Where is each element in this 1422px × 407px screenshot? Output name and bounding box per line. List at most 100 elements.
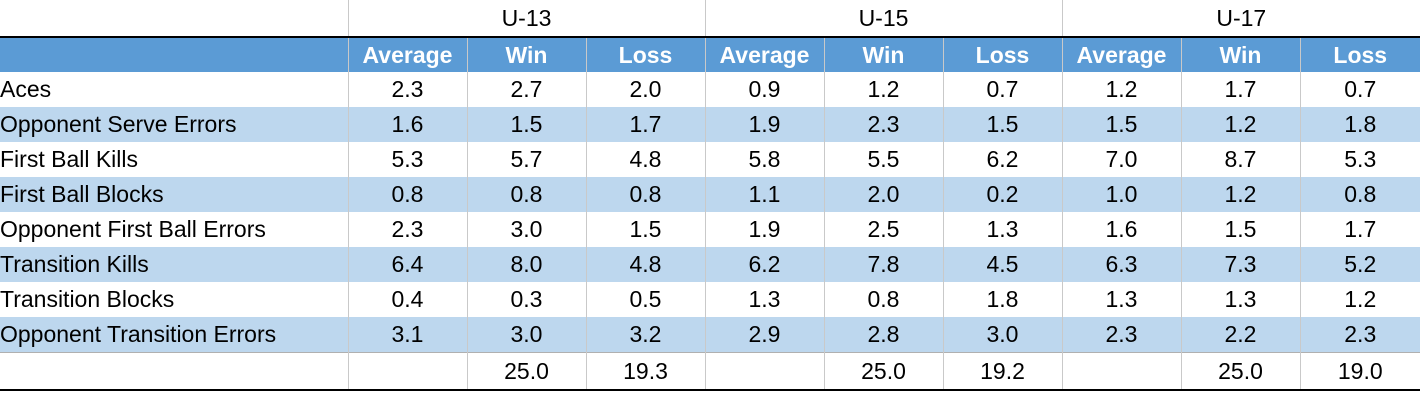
total-cell: 19.2	[943, 352, 1063, 391]
column-header-win: Win	[1181, 36, 1301, 72]
value-cell: 0.2	[943, 177, 1063, 212]
value-cell: 1.7	[1344, 216, 1377, 242]
table-row: First Ball Kills 5.3 5.7 4.8 5.8 5.5 6.2 7.0 8.7…	[0, 142, 1420, 177]
totals-row: 25.0 19.3 25.0 19.2 25.0 19.0	[0, 352, 1421, 391]
group-header-u15: U-15	[705, 0, 1063, 37]
value-cell: 3.0	[943, 317, 1063, 353]
value-cell: 2.9	[705, 317, 825, 353]
table-row: Opponent Serve Errors 1.6 1.5 1.7 1.9 2.3 1.5 1…	[0, 107, 1421, 142]
value-cell: 2.3	[348, 72, 468, 107]
value-cell: 1.2	[1181, 107, 1301, 142]
value-cell: 0.8	[586, 177, 706, 212]
table-row: Transition Kills 6.4 8.0 4.8 6.2 7.8 4.5 6.3 7.3…	[0, 247, 1421, 282]
value-cell: 2.2	[1181, 317, 1301, 353]
value-cell: 1.6	[348, 107, 468, 142]
value-cell: 1.8	[1300, 107, 1421, 142]
value-cell: 1.2	[1344, 286, 1377, 312]
total-cell	[1062, 352, 1182, 391]
value-cell: 4.8	[586, 247, 706, 282]
value-cell: 3.0	[467, 212, 587, 247]
value-cell: 5.3	[348, 142, 468, 177]
value-cell: 6.3	[1062, 247, 1182, 282]
value-cell: 5.2	[1300, 247, 1421, 282]
value-cell: 0.8	[824, 282, 944, 317]
value-cell: 0.9	[705, 72, 825, 107]
value-cell: 6.2	[943, 142, 1063, 177]
value-cell: 1.5	[467, 107, 587, 142]
column-header-win: Win	[824, 36, 944, 72]
value-cell: 7.0	[1062, 142, 1182, 177]
value-cell: 0.8	[1300, 177, 1421, 212]
row-label: Opponent Transition Errors	[0, 317, 349, 353]
value-cell: 1.0	[1062, 177, 1182, 212]
group-header-u17: U-17	[1062, 0, 1421, 37]
column-header-average: Average	[704, 36, 825, 72]
row-label: First Ball Blocks	[0, 177, 349, 212]
value-cell: 5.7	[467, 142, 587, 177]
value-cell: 6.4	[348, 247, 468, 282]
value-cell: 0.7	[1344, 76, 1377, 102]
value-cell: 1.1	[705, 177, 825, 212]
table-row: Opponent Transition Errors 3.1 3.0 3.2 2.9 2.…	[0, 317, 1421, 353]
column-header-win: Win	[467, 36, 587, 72]
value-cell: 7.8	[824, 247, 944, 282]
value-cell: 1.8	[943, 282, 1063, 317]
value-cell: 8.0	[467, 247, 587, 282]
totals-label-cell	[0, 352, 349, 391]
value-cell: 1.5	[943, 107, 1063, 142]
group-header-row: U-13 U-15 U-17	[0, 0, 1421, 37]
row-label: Opponent Serve Errors	[0, 107, 349, 142]
value-cell: 1.3	[1062, 282, 1182, 317]
row-label: Opponent First Ball Errors	[0, 212, 349, 247]
table-row: Transition Blocks 0.4 0.3 0.5 1.3 0.8 1.8 1.3 1.…	[0, 282, 1420, 317]
total-cell	[348, 352, 468, 391]
value-cell: 4.5	[943, 247, 1063, 282]
total-cell: 25.0	[824, 352, 944, 391]
table-body: Aces 2.3 2.7 2.0 0.9 1.2 0.7 1.2 1.7 0.7 Opponent …	[0, 72, 1421, 391]
value-cell: 1.5	[586, 212, 706, 247]
value-cell: 2.3	[348, 212, 468, 247]
value-cell: 5.8	[705, 142, 825, 177]
value-cell: 0.4	[348, 282, 468, 317]
value-cell: 1.2	[1181, 177, 1301, 212]
table-row: Opponent First Ball Errors 2.3 3.0 1.5 1.9 2.…	[0, 212, 1420, 247]
value-cell: 7.3	[1181, 247, 1301, 282]
value-cell: 1.2	[1062, 72, 1182, 107]
value-cell: 8.7	[1181, 142, 1301, 177]
row-label: Aces	[0, 72, 349, 107]
value-cell: 2.0	[824, 177, 944, 212]
group-header-u13: U-13	[348, 0, 706, 37]
value-cell: 2.3	[1062, 317, 1182, 353]
column-header-row: Average Win Loss Average Win Loss Averag…	[0, 36, 1421, 72]
header-label-cell	[0, 36, 349, 72]
value-cell: 1.3	[1181, 282, 1301, 317]
value-cell: 0.8	[348, 177, 468, 212]
value-cell: 2.7	[467, 72, 587, 107]
value-cell: 1.9	[705, 107, 825, 142]
stats-table: U-13 U-15 U-17 Average Win Loss Average …	[0, 0, 1421, 391]
column-header-average: Average	[1061, 36, 1182, 72]
value-cell: 0.3	[467, 282, 587, 317]
table-row: First Ball Blocks 0.8 0.8 0.8 1.1 2.0 0.2 1.0 1.…	[0, 177, 1421, 212]
value-cell: 1.7	[1181, 72, 1301, 107]
total-cell: 19.0	[1300, 352, 1421, 391]
value-cell: 0.8	[467, 177, 587, 212]
value-cell: 1.2	[824, 72, 944, 107]
row-label: First Ball Kills	[0, 142, 349, 177]
total-cell: 25.0	[467, 352, 587, 391]
table-row: Aces 2.3 2.7 2.0 0.9 1.2 0.7 1.2 1.7 0.7	[0, 72, 1420, 107]
value-cell: 1.6	[1062, 212, 1182, 247]
corner-cell	[0, 0, 349, 37]
total-cell: 19.3	[586, 352, 706, 391]
value-cell: 4.8	[586, 142, 706, 177]
value-cell: 5.5	[824, 142, 944, 177]
value-cell: 1.3	[943, 212, 1063, 247]
value-cell: 2.0	[586, 72, 706, 107]
value-cell: 0.7	[943, 72, 1063, 107]
value-cell: 1.3	[705, 282, 825, 317]
value-cell: 2.3	[824, 107, 944, 142]
row-label: Transition Blocks	[0, 282, 349, 317]
value-cell: 1.5	[1062, 107, 1182, 142]
value-cell: 1.5	[1181, 212, 1301, 247]
column-header-loss: Loss	[943, 36, 1063, 72]
